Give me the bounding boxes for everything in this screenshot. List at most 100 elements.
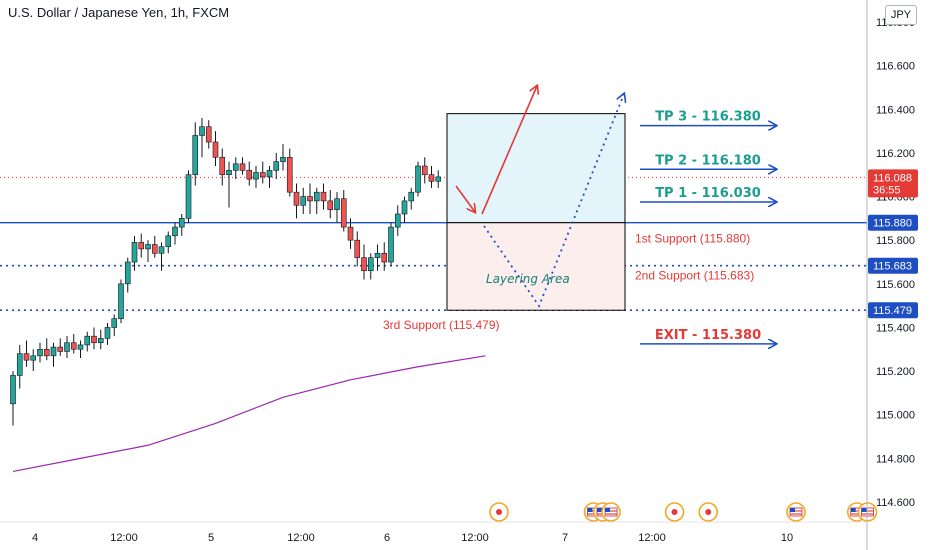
price-tag-value: 115.683 [873, 261, 912, 273]
candle-body [199, 126, 205, 136]
event-red-dot-icon[interactable] [489, 502, 509, 522]
candle-body [77, 344, 84, 350]
candle-body [232, 163, 239, 171]
price-tag [868, 257, 918, 274]
layering-dotted-path [483, 94, 624, 308]
us-flag-icon[interactable] [601, 502, 621, 522]
candle-body [361, 257, 367, 272]
support2-label: 2nd Support (115.683) [635, 269, 754, 283]
x-tick-label: 10 [781, 532, 793, 544]
candle-body [124, 261, 131, 285]
candle-body [334, 198, 340, 210]
candle-body [205, 126, 212, 143]
y-tick-label: 115.800 [876, 235, 915, 247]
candle-body [97, 338, 104, 344]
price-tag [868, 214, 918, 231]
y-tick-label: 116.600 [876, 61, 915, 73]
us-flag-icon[interactable] [786, 502, 806, 522]
candle-body [172, 226, 178, 237]
tp2-label: TP 2 - 116.180 [655, 153, 761, 168]
candle-body [421, 165, 428, 176]
candle-body [246, 170, 253, 180]
price-tag [868, 302, 918, 319]
candle-body [300, 196, 307, 206]
y-tick-label: 115.200 [876, 366, 915, 378]
candle-body [158, 246, 165, 254]
candle-body [16, 353, 23, 376]
chart-title: U.S. Dollar / Japanese Yen, 1h, FXCM [8, 5, 230, 20]
candle-body [259, 172, 266, 178]
candle-body [50, 346, 57, 357]
candle-body [313, 191, 320, 202]
layering-zone [446, 222, 626, 311]
candle-body [178, 218, 185, 228]
candle-body [104, 327, 111, 339]
candle-body [57, 346, 64, 352]
candle-body [280, 156, 286, 162]
support1-label: 1st Support (115.880) [635, 232, 750, 246]
tp1-label: TP 1 - 116.030 [655, 186, 761, 201]
candle-body [388, 226, 394, 263]
y-tick-label: 116.400 [876, 104, 915, 116]
candle-body [111, 318, 118, 328]
x-tick-label: 7 [562, 532, 568, 544]
candle-body [185, 174, 192, 219]
candle-body [374, 252, 381, 258]
candle-body [239, 163, 246, 171]
y-tick-label: 114.800 [876, 453, 915, 465]
candle-body [273, 161, 280, 171]
candle-countdown: 36:55 [873, 184, 901, 196]
price-tag-value: 115.479 [873, 305, 912, 317]
exit-label: EXIT - 115.380 [655, 328, 761, 343]
x-tick-label: 12:00 [461, 532, 489, 544]
us-flag-icon[interactable] [857, 502, 878, 522]
candle-body [435, 176, 442, 182]
candle-body [354, 239, 361, 258]
y-tick-label: 114.600 [876, 497, 915, 509]
candle-body [253, 172, 259, 180]
candle-body [394, 213, 401, 228]
candle-body [118, 283, 124, 320]
candle-body [84, 335, 91, 346]
candle-body [30, 355, 37, 361]
candle-body [428, 174, 435, 182]
candle-body [320, 191, 327, 202]
y-tick-label: 115.400 [876, 322, 915, 334]
x-tick-label: 12:00 [110, 532, 138, 544]
tp3-label: TP 3 - 116.380 [655, 110, 761, 125]
candle-body [401, 200, 408, 215]
layering-area-label: Layering Area [486, 272, 570, 286]
y-tick-label: 115.600 [876, 279, 915, 291]
candle-body [381, 252, 388, 263]
event-red-dot-icon[interactable] [664, 502, 685, 522]
price-tag-value: 115.880 [873, 218, 912, 230]
y-tick-label: 115.000 [876, 410, 915, 422]
candle-body [91, 335, 97, 344]
candle-body [226, 170, 232, 176]
candle-body [151, 244, 158, 254]
candle-body [43, 348, 50, 357]
event-red-dot-icon[interactable] [698, 502, 719, 522]
bullish-arrow [481, 86, 537, 215]
candle-body [293, 191, 300, 206]
candle-body [70, 342, 77, 350]
x-tick-label: 4 [32, 532, 38, 544]
entry-arrow [455, 185, 475, 212]
support3-label: 3rd Support (115.479) [383, 318, 500, 332]
currency-badge[interactable]: JPY [885, 5, 917, 25]
candle-body [23, 353, 30, 361]
x-tick-label: 12:00 [287, 532, 315, 544]
candle-body [145, 244, 151, 250]
y-tick-label: 116.200 [876, 148, 915, 160]
candle-body [219, 156, 226, 176]
candle-body [131, 242, 138, 263]
x-tick-label: 5 [208, 532, 214, 544]
candle-body [212, 141, 219, 158]
candle-body [192, 135, 199, 176]
candle-body [64, 342, 70, 352]
x-tick-label: 6 [384, 532, 390, 544]
moving-average-line [12, 355, 486, 473]
candle-body [37, 348, 43, 357]
current-price-value: 116.088 [873, 172, 912, 184]
